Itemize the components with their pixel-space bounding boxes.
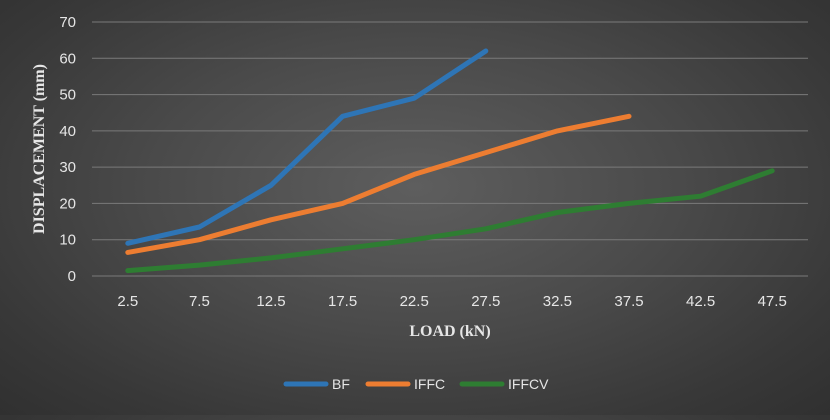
- x-tick-label: 2.5: [117, 293, 138, 310]
- x-tick-label: 7.5: [189, 293, 210, 310]
- y-tick-label: 60: [59, 50, 76, 67]
- x-tick-label: 47.5: [758, 293, 787, 310]
- x-tick-label: 12.5: [256, 293, 285, 310]
- series-line-bf: [125, 48, 489, 246]
- x-axis-ticks: 2.5 7.5 12.5 17.5 22.5 27.5 32.5 37.5 42.5 47.5: [117, 293, 786, 310]
- y-tick-label: 30: [59, 159, 76, 176]
- y-axis-title: DISPLACEMENT (mm): [31, 64, 48, 234]
- x-tick-label: 22.5: [400, 293, 429, 310]
- legend-label-iffc: IFFC: [414, 376, 445, 392]
- series-lines: [125, 48, 775, 274]
- gridlines: [92, 21, 808, 277]
- x-tick-label: 27.5: [471, 293, 500, 310]
- legend: BF IFFC IFFCV: [283, 376, 549, 392]
- series-line-iffc: [125, 113, 632, 255]
- y-tick-label: 20: [59, 195, 76, 212]
- legend-label-bf: BF: [332, 376, 350, 392]
- x-tick-label: 32.5: [543, 293, 572, 310]
- series-line-iffcv: [125, 168, 775, 274]
- legend-label-iffcv: IFFCV: [508, 376, 549, 392]
- y-tick-label: 10: [59, 232, 76, 249]
- x-tick-label: 42.5: [686, 293, 715, 310]
- x-tick-label: 17.5: [328, 293, 357, 310]
- y-tick-label: 50: [59, 87, 76, 104]
- x-axis-title: LOAD (kN): [409, 323, 490, 340]
- y-tick-label: 0: [68, 268, 76, 285]
- y-tick-label: 40: [59, 123, 76, 140]
- x-tick-label: 37.5: [614, 293, 643, 310]
- y-axis-ticks: 0 10 20 30 40 50 60 70: [59, 14, 76, 285]
- y-tick-label: 70: [59, 14, 76, 31]
